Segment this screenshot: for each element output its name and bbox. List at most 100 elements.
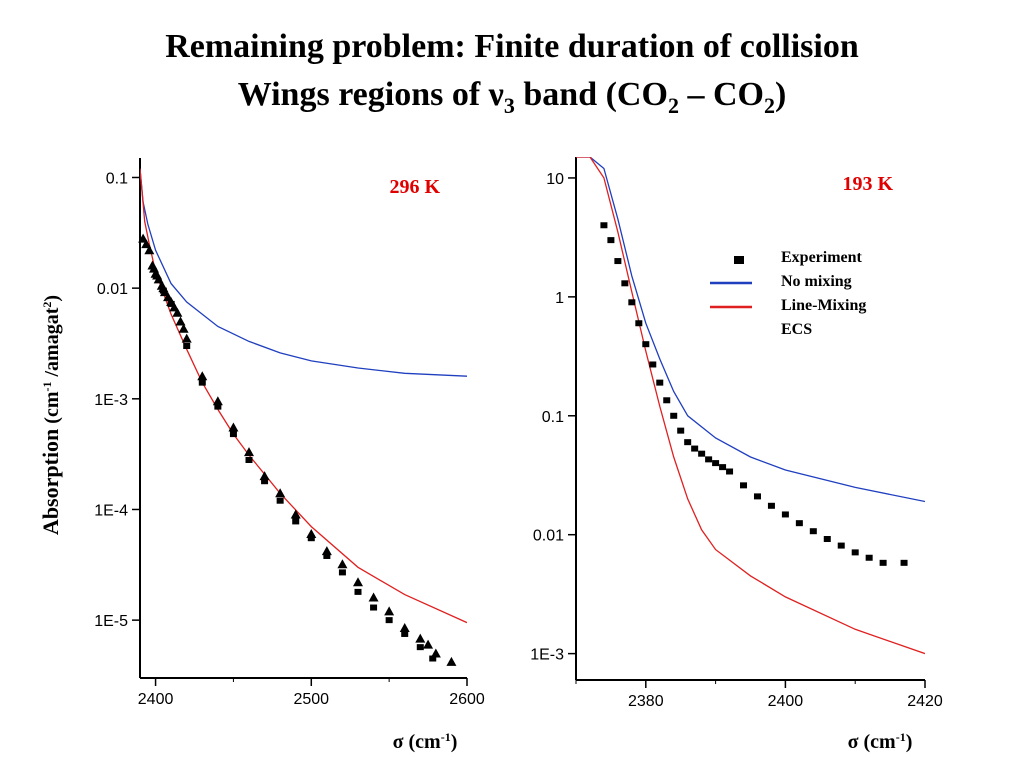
data-point-square: [167, 300, 175, 307]
data-point-square: [823, 536, 831, 543]
y-tick-label: 1E-3: [94, 392, 128, 409]
y-axis-title-sup2: 2: [40, 302, 54, 308]
x-tick-label: 2380: [628, 693, 664, 710]
data-point-square: [607, 237, 615, 244]
data-point-triangle: [415, 633, 426, 643]
legend-ecs-label: ECS: [781, 321, 812, 338]
data-point-triangle: [423, 639, 434, 649]
data-point-square: [642, 341, 650, 348]
x-tick-label: 2420: [907, 693, 943, 710]
data-point-triangle: [212, 396, 223, 406]
y-axis-title-close: ): [41, 295, 63, 302]
data-point-square: [865, 554, 873, 561]
x-tick-label: 2500: [293, 691, 329, 708]
data-point-triangle: [149, 263, 160, 273]
data-point-square: [614, 258, 622, 265]
data-point-square: [229, 431, 237, 438]
y-tick-label: 0.01: [97, 281, 128, 298]
y-axis-title-main: Absorption: [38, 429, 63, 535]
x-axis-end-193k: ): [906, 731, 913, 753]
data-point-square: [656, 379, 664, 386]
title-nu-subscript: 3: [503, 92, 515, 118]
x-axis-unit-193k: (cm: [859, 731, 897, 753]
data-point-triangle: [337, 559, 348, 569]
data-point-triangle: [228, 422, 239, 432]
data-point-square: [429, 655, 437, 662]
title-text-2b: band (CO: [514, 76, 668, 113]
temperature-label-296k: 296 K: [389, 176, 440, 198]
data-point-square: [245, 456, 253, 463]
data-point-triangle: [430, 648, 441, 658]
data-point-square: [795, 520, 803, 527]
y-tick-label: 1E-4: [94, 502, 128, 519]
y-tick-label: 1E-3: [530, 647, 564, 664]
data-point-triangle: [197, 371, 208, 381]
x-axis-symbol-193k: σ: [848, 731, 859, 753]
y-tick-label: 0.1: [542, 409, 564, 426]
temperature-label-193k: 193 K: [842, 173, 893, 195]
data-point-square: [670, 412, 678, 419]
data-point-square: [628, 299, 636, 306]
x-axis-title-296k: σ (cm-1): [393, 730, 458, 753]
data-point-square: [781, 511, 789, 518]
slide-title-line-1: Remaining problem: Finite duration of co…: [0, 28, 1024, 66]
title-text-2d: ): [774, 76, 787, 113]
slide-title-line-2: Wings regions of ν3 band (CO2 – CO2): [0, 76, 1024, 119]
legend-experiment-marker: [734, 256, 744, 264]
y-tick-label: 1: [555, 290, 564, 307]
data-point-square: [198, 379, 206, 386]
data-point-square: [837, 542, 845, 549]
title-text-1: Remaining problem: Finite duration of co…: [165, 28, 859, 65]
data-point-triangle: [153, 274, 164, 284]
data-point-square: [261, 478, 269, 485]
data-point-triangle: [321, 546, 332, 556]
data-point-triangle: [399, 622, 410, 632]
data-point-square: [385, 617, 393, 624]
y-tick-label: 0.1: [106, 170, 128, 187]
data-point-triangle: [368, 592, 379, 602]
x-axis-sup-296k: -1: [441, 730, 451, 744]
data-point-square: [307, 535, 315, 542]
y-tick-label: 0.01: [533, 528, 564, 545]
data-point-square: [276, 497, 284, 504]
data-point-triangle: [181, 333, 192, 343]
x-axis-symbol-296k: σ: [393, 731, 404, 753]
data-point-square: [900, 559, 908, 566]
data-point-triangle: [144, 245, 155, 255]
data-point-square: [183, 343, 191, 350]
data-point-triangle: [244, 447, 254, 457]
series-line-line_mixing: [140, 168, 467, 624]
data-point-square: [635, 320, 643, 327]
y-tick-label: 1E-5: [94, 613, 128, 630]
data-point-square: [323, 552, 331, 559]
chart-296k: 2400 2500 2600 0.1 0.01 1E-3 1E-4 1E-5: [94, 158, 485, 708]
data-point-triangle: [384, 606, 395, 616]
data-point-square: [851, 549, 859, 556]
data-point-square: [712, 460, 720, 467]
data-point-square: [649, 361, 657, 368]
y-tick-label: 10: [546, 171, 564, 188]
data-point-square: [292, 518, 300, 525]
y-axis-title-sup1: -1: [40, 382, 54, 392]
data-point-square: [600, 222, 608, 229]
x-tick-label: 2400: [138, 691, 174, 708]
data-point-square: [809, 528, 817, 535]
legend-line-mixing-label: Line-Mixing: [781, 297, 866, 314]
data-point-square: [338, 569, 346, 576]
title-text-2c: – CO: [678, 76, 764, 113]
chart-193k: 2380 2400 2420 10 1 0.1 0.01 1E-3: [530, 157, 943, 710]
data-point-square: [691, 445, 699, 452]
data-point-square: [684, 439, 692, 446]
data-point-square: [740, 482, 748, 489]
title-text-2a: Wings regions of: [237, 76, 489, 113]
y-axis-title: Absorption (cm-1 /amagat2): [38, 295, 63, 535]
x-axis-end-296k: ): [451, 731, 458, 753]
data-point-square: [401, 630, 409, 637]
data-point-square: [726, 468, 734, 475]
data-point-triangle: [172, 307, 183, 317]
data-point-triangle: [353, 577, 363, 587]
title-subscript-b: 2: [763, 92, 775, 118]
data-point-square: [354, 588, 362, 595]
data-point-triangle: [175, 316, 186, 326]
